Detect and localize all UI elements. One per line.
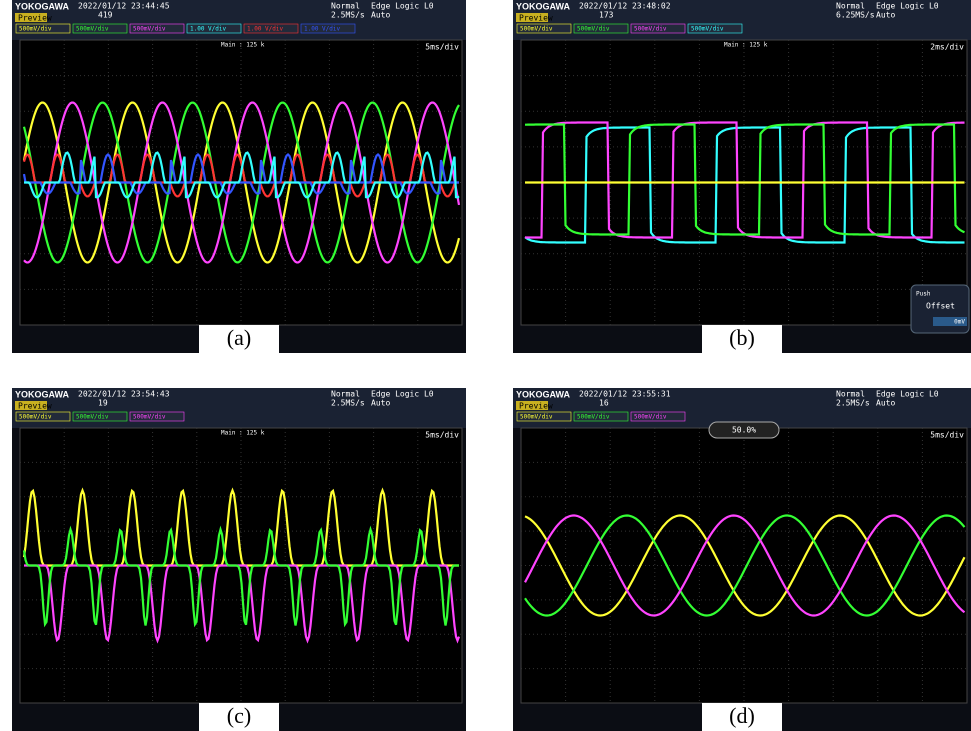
preview: Preview bbox=[18, 402, 52, 411]
channel-scale: 500mV/div bbox=[76, 414, 109, 421]
brand: YOKOGAWA bbox=[15, 389, 70, 399]
timebase: 5ms/div bbox=[425, 431, 459, 440]
mode: Normal bbox=[836, 2, 865, 11]
channel-scale: 500mV/div bbox=[577, 414, 610, 421]
channel-scale: 500mV/div bbox=[577, 26, 610, 33]
mode: Normal bbox=[331, 2, 360, 11]
timebase: 5ms/div bbox=[425, 43, 459, 52]
mode: Normal bbox=[331, 390, 360, 399]
date: 2022/01/12 23:44:45 bbox=[78, 2, 170, 11]
timebase: 2ms/div bbox=[930, 43, 964, 52]
brand: YOKOGAWA bbox=[15, 1, 70, 11]
trigger-mode: Auto bbox=[876, 11, 895, 20]
offset-push: Push bbox=[916, 291, 931, 298]
brand: YOKOGAWA bbox=[516, 1, 571, 11]
caption: (b) bbox=[729, 325, 755, 350]
trigger: Edge Logic L0 bbox=[371, 2, 434, 11]
zoom: 50.0% bbox=[732, 426, 756, 435]
rate: 2.5MS/s bbox=[331, 399, 365, 408]
channel-scale: 500mV/div bbox=[19, 414, 52, 421]
channel-scale: 1.00 V/div bbox=[304, 26, 341, 33]
count: 19 bbox=[98, 399, 108, 408]
timebase: 5ms/div bbox=[930, 431, 964, 440]
trigger: Edge Logic L0 bbox=[876, 2, 939, 11]
count: 173 bbox=[599, 11, 614, 20]
offset-title: Offset bbox=[926, 302, 955, 311]
rate: 6.25MS/s bbox=[836, 11, 875, 20]
count: 419 bbox=[98, 11, 113, 20]
date: 2022/01/12 23:48:02 bbox=[579, 2, 671, 11]
date: 2022/01/12 23:54:43 bbox=[78, 390, 170, 399]
trigger-mode: Auto bbox=[876, 399, 895, 408]
preview: Preview bbox=[519, 402, 553, 411]
trigger-mode: Auto bbox=[371, 399, 390, 408]
trigger: Edge Logic L0 bbox=[371, 390, 434, 399]
channel-scale: 1.00 V/div bbox=[247, 26, 284, 33]
caption: (d) bbox=[729, 703, 755, 728]
channel-scale: 500mV/div bbox=[19, 26, 52, 33]
channel-scale: 500mV/div bbox=[133, 26, 166, 33]
main-zoom: Main : 125 k bbox=[724, 42, 768, 49]
main-zoom: Main : 125 k bbox=[221, 42, 265, 49]
channel-scale: 500mV/div bbox=[76, 26, 109, 33]
page: {"panels": [ {"brand": "YOKOGAWA", "prev… bbox=[0, 0, 971, 731]
caption: (c) bbox=[227, 703, 251, 728]
channel-scale: 500mV/div bbox=[691, 26, 724, 33]
count: 16 bbox=[599, 399, 609, 408]
caption: (a) bbox=[227, 325, 251, 350]
brand: YOKOGAWA bbox=[516, 389, 571, 399]
trigger-mode: Auto bbox=[371, 11, 390, 20]
preview: Preview bbox=[519, 14, 553, 23]
channel-scale: 500mV/div bbox=[520, 26, 553, 33]
rate: 2.5MS/s bbox=[836, 399, 870, 408]
offset-value: 0mV bbox=[954, 319, 965, 326]
preview: Preview bbox=[18, 14, 52, 23]
rate: 2.5MS/s bbox=[331, 11, 365, 20]
channel-scale: 500mV/div bbox=[634, 26, 667, 33]
mode: Normal bbox=[836, 390, 865, 399]
channel-scale: 1.00 V/div bbox=[190, 26, 227, 33]
channel-scale: 500mV/div bbox=[520, 414, 553, 421]
main-zoom: Main : 125 k bbox=[221, 430, 265, 437]
channel-scale: 500mV/div bbox=[133, 414, 166, 421]
date: 2022/01/12 23:55:31 bbox=[579, 390, 671, 399]
channel-scale: 500mV/div bbox=[634, 414, 667, 421]
trigger: Edge Logic L0 bbox=[876, 390, 939, 399]
